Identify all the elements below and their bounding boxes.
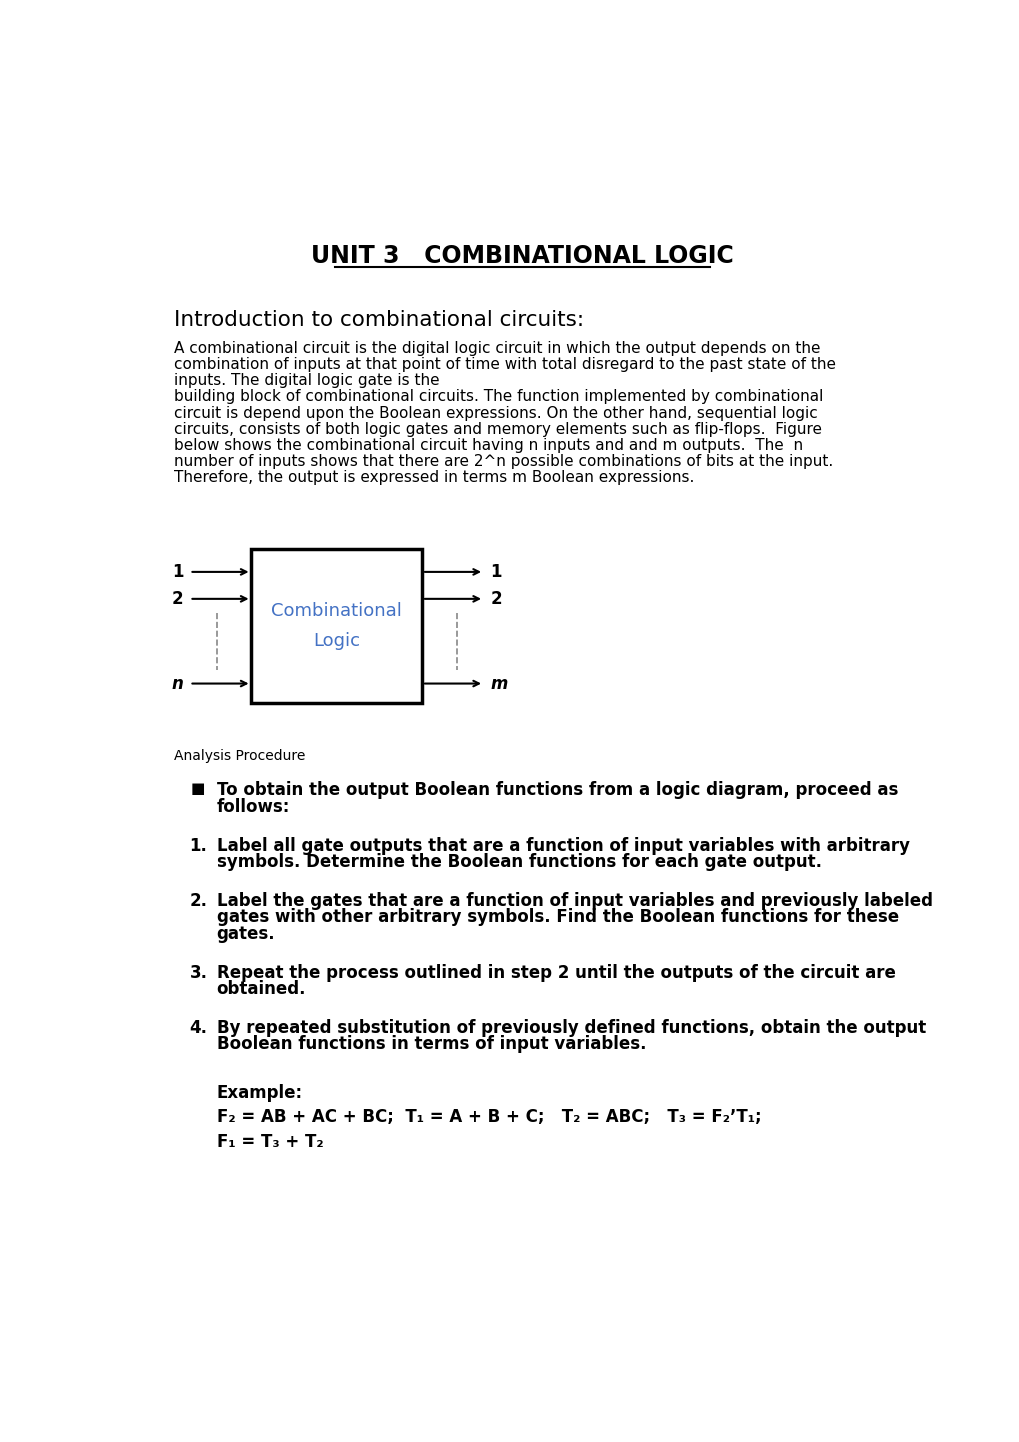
- Text: Example:: Example:: [216, 1084, 303, 1102]
- Text: circuits, consists of both logic gates and memory elements such as flip-flops.  : circuits, consists of both logic gates a…: [174, 421, 821, 437]
- Text: Therefore, the output is expressed in terms m Boolean expressions.: Therefore, the output is expressed in te…: [174, 470, 694, 486]
- Text: inputs. The digital logic gate is the: inputs. The digital logic gate is the: [174, 373, 439, 388]
- Text: follows:: follows:: [216, 797, 289, 816]
- Text: combination of inputs at that point of time with total disregard to the past sta: combination of inputs at that point of t…: [174, 358, 836, 372]
- Text: 2: 2: [490, 590, 501, 609]
- Text: circuit is depend upon the Boolean expressions. On the other hand, sequential lo: circuit is depend upon the Boolean expre…: [174, 405, 817, 421]
- Text: UNIT 3   COMBINATIONAL LOGIC: UNIT 3 COMBINATIONAL LOGIC: [311, 244, 734, 268]
- Text: gates.: gates.: [216, 924, 275, 943]
- Text: By repeated substitution of previously defined functions, obtain the output: By repeated substitution of previously d…: [216, 1019, 925, 1037]
- Text: Boolean functions in terms of input variables.: Boolean functions in terms of input vari…: [216, 1035, 645, 1054]
- Text: Introduction to combinational circuits:: Introduction to combinational circuits:: [174, 310, 584, 330]
- Text: below shows the combinational circuit having n inputs and and m outputs.  The  n: below shows the combinational circuit ha…: [174, 438, 802, 453]
- Text: building block of combinational circuits. The function implemented by combinatio: building block of combinational circuits…: [174, 389, 822, 404]
- Bar: [252, 549, 422, 702]
- Text: To obtain the output Boolean functions from a logic diagram, proceed as: To obtain the output Boolean functions f…: [216, 782, 897, 799]
- Text: m: m: [490, 675, 507, 692]
- Text: Repeat the process outlined in step 2 until the outputs of the circuit are: Repeat the process outlined in step 2 un…: [216, 963, 895, 982]
- Text: F₂ = AB + AC + BC;  T₁ = A + B + C;   T₂ = ABC;   T₃ = F₂’T₁;: F₂ = AB + AC + BC; T₁ = A + B + C; T₂ = …: [216, 1107, 760, 1126]
- Text: ■: ■: [191, 782, 205, 796]
- Text: A combinational circuit is the digital logic circuit in which the output depends: A combinational circuit is the digital l…: [174, 340, 819, 356]
- Text: obtained.: obtained.: [216, 981, 306, 998]
- Text: Combinational: Combinational: [271, 601, 401, 620]
- Text: Analysis Procedure: Analysis Procedure: [174, 748, 305, 763]
- Text: Label the gates that are a function of input variables and previously labeled: Label the gates that are a function of i…: [216, 893, 931, 910]
- Text: Logic: Logic: [313, 632, 360, 650]
- Text: 1.: 1.: [190, 836, 207, 855]
- Text: Label all gate outputs that are a function of input variables with arbitrary: Label all gate outputs that are a functi…: [216, 836, 909, 855]
- Text: F₁ = T₃ + T₂: F₁ = T₃ + T₂: [216, 1133, 323, 1151]
- Text: 2.: 2.: [190, 893, 207, 910]
- Text: gates with other arbitrary symbols. Find the Boolean functions for these: gates with other arbitrary symbols. Find…: [216, 908, 898, 926]
- Text: 4.: 4.: [190, 1019, 207, 1037]
- Text: 2: 2: [171, 590, 183, 609]
- Text: 1: 1: [171, 562, 183, 581]
- Text: symbols. Determine the Boolean functions for each gate output.: symbols. Determine the Boolean functions…: [216, 854, 821, 871]
- Text: number of inputs shows that there are 2^n possible combinations of bits at the i: number of inputs shows that there are 2^…: [174, 454, 833, 469]
- Text: 3.: 3.: [190, 963, 207, 982]
- Text: n: n: [171, 675, 183, 692]
- Text: 1: 1: [490, 562, 501, 581]
